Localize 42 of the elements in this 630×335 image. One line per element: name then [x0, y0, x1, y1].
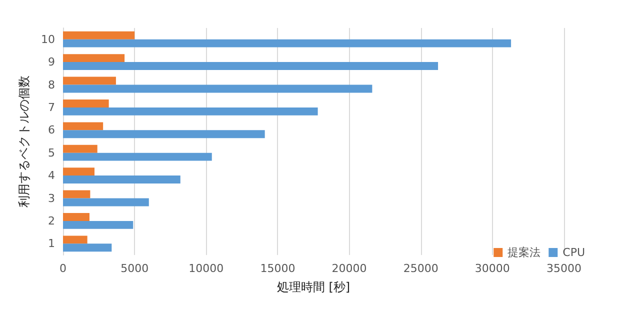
- y-tick-label: 9: [48, 56, 55, 69]
- bar: [63, 220, 134, 229]
- bar: [63, 54, 125, 62]
- x-tick-label: 25000: [403, 262, 438, 275]
- x-tick-label: 20000: [332, 262, 367, 275]
- y-tick-label: 5: [48, 146, 55, 160]
- bar: [63, 84, 372, 93]
- bar: [63, 31, 135, 40]
- bar: [63, 190, 90, 198]
- y-tick-label: 4: [48, 169, 55, 182]
- bar: [63, 39, 512, 48]
- x-tick-label: 30000: [474, 262, 510, 275]
- bar: [63, 62, 438, 70]
- bar: [63, 244, 112, 252]
- bar: [63, 176, 180, 184]
- y-axis-title: 利用するベクトルの個数: [17, 76, 32, 208]
- y-tick-label: 10: [41, 32, 55, 46]
- y-tick-label: 3: [48, 192, 55, 205]
- bar: [63, 100, 109, 108]
- y-tick-label: 7: [48, 100, 55, 114]
- x-axis-title: 処理時間 [秒]: [276, 280, 350, 294]
- bar: [63, 236, 88, 244]
- x-tick-label: 5000: [120, 262, 149, 275]
- bar: [63, 152, 212, 161]
- bar: [63, 76, 116, 85]
- y-tick-label: 2: [48, 214, 55, 228]
- x-tick-label: 10000: [188, 262, 224, 275]
- bar: [63, 130, 265, 138]
- legend-label: 提案法: [508, 246, 541, 259]
- bar: [63, 122, 104, 130]
- bar: [63, 107, 318, 116]
- bar: [63, 144, 98, 153]
- y-tick-label: 8: [48, 78, 55, 92]
- legend-label: CPU: [562, 246, 586, 259]
- y-tick-label: 1: [48, 237, 55, 250]
- bar: [63, 168, 94, 176]
- bar: [63, 213, 90, 221]
- x-tick-label: 15000: [260, 262, 296, 275]
- y-tick-label: 6: [48, 124, 55, 137]
- x-tick-label: 35000: [546, 262, 582, 275]
- x-tick-label: 0: [60, 262, 66, 275]
- bar: [63, 198, 149, 206]
